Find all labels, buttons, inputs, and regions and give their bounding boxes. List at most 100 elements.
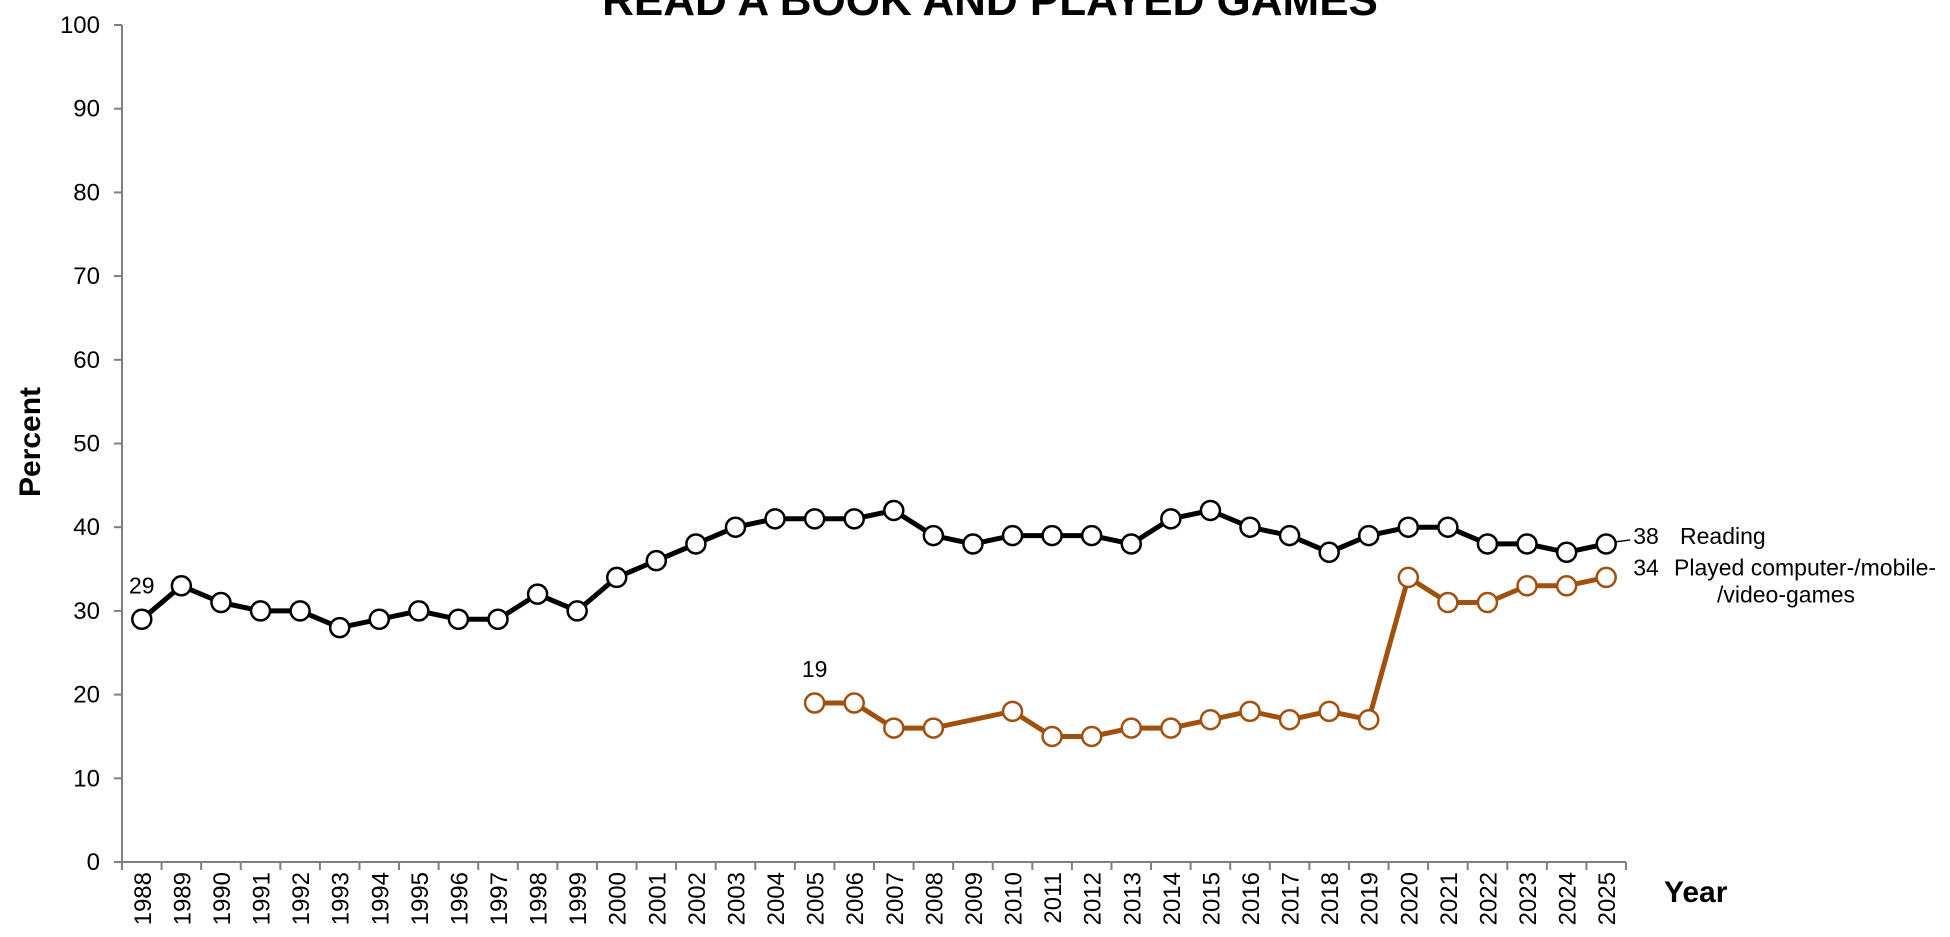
data-point <box>724 516 747 538</box>
data-point <box>487 608 509 631</box>
y-tick-label: 0 <box>87 849 100 876</box>
end-value-label: 34 <box>1633 554 1659 580</box>
y-tick-label: 90 <box>73 96 100 123</box>
x-tick-label: 2013 <box>1119 872 1146 925</box>
data-point <box>1001 700 1024 723</box>
axes: 0 10 20 30 40 50 60 70 80 90 100 1988 1989 1990 1991 19… <box>60 12 1627 925</box>
labels-layer: 38 Reading 34 19 Played computer-/mobile-/vi… <box>129 523 1936 682</box>
data-point <box>368 608 391 631</box>
data-point <box>1160 717 1182 739</box>
x-tick-label: 2024 <box>1555 872 1582 925</box>
data-point <box>1516 533 1538 555</box>
y-tick-label: 70 <box>73 263 100 290</box>
data-point <box>843 508 865 530</box>
data-point <box>803 508 826 530</box>
x-tick-label: 2002 <box>684 872 711 925</box>
series-layer <box>131 499 1617 748</box>
x-tick-label: 2006 <box>842 872 869 925</box>
y-tick-label: 80 <box>73 179 100 206</box>
data-point <box>803 692 826 714</box>
series-label: Played computer-/mobile- <box>1674 554 1936 580</box>
data-point <box>1120 533 1143 555</box>
data-point <box>1318 541 1340 564</box>
x-tick-label: 2019 <box>1357 872 1384 925</box>
series-0 <box>131 499 1617 639</box>
x-tick-label: 2025 <box>1594 872 1621 925</box>
data-point <box>289 600 311 622</box>
x-axis-title: Year <box>1664 876 1728 909</box>
chart-title: READ A BOOK AND PLAYED GAMES <box>602 0 1378 25</box>
data-point <box>1041 524 1063 547</box>
series-label: /video-games <box>1717 581 1855 607</box>
data-point <box>1318 700 1340 723</box>
x-tick-label: 2005 <box>803 872 830 925</box>
data-point <box>131 608 153 631</box>
data-point <box>1080 524 1103 547</box>
data-point <box>1239 516 1261 538</box>
x-tick-label: 2018 <box>1317 872 1344 925</box>
x-tick-label: 2016 <box>1238 872 1265 925</box>
y-tick-label: 30 <box>73 598 100 625</box>
data-point <box>1476 591 1499 614</box>
data-point <box>249 600 272 622</box>
x-tick-label: 2007 <box>882 872 909 925</box>
x-tick-label: 2001 <box>644 872 671 925</box>
data-point <box>210 591 232 614</box>
y-tick-label: 10 <box>73 765 100 792</box>
data-point <box>1080 725 1103 748</box>
data-point <box>1199 708 1222 731</box>
data-point <box>922 524 945 547</box>
x-tick-label: 2010 <box>1001 872 1028 925</box>
x-tick-label: 1998 <box>526 872 553 925</box>
data-point <box>1595 533 1617 555</box>
x-tick-label: 1996 <box>446 872 473 925</box>
x-tick-label: 1989 <box>169 872 196 925</box>
x-tick-label: 2020 <box>1396 872 1423 925</box>
x-tick-label: 2023 <box>1515 872 1542 925</box>
data-point <box>566 600 588 622</box>
data-point <box>1476 533 1499 555</box>
x-tick-label: 1990 <box>209 872 236 925</box>
data-point <box>1595 566 1617 589</box>
data-point <box>605 566 628 589</box>
data-point <box>922 717 945 739</box>
data-point <box>645 549 668 572</box>
x-tick-label: 2015 <box>1198 872 1225 925</box>
data-point <box>328 616 351 639</box>
x-tick-label: 2008 <box>921 872 948 925</box>
data-point <box>1357 708 1380 731</box>
data-point <box>1239 700 1261 723</box>
y-tick-label: 40 <box>73 514 100 541</box>
data-point <box>1041 725 1063 748</box>
data-point <box>1278 524 1301 547</box>
data-point <box>1357 524 1380 547</box>
data-point <box>962 533 984 555</box>
series-line <box>140 508 1607 631</box>
y-axis-title: Percent <box>14 387 47 497</box>
x-tick-label: 2022 <box>1475 872 1502 925</box>
y-tick-label: 20 <box>73 682 100 709</box>
data-point <box>1555 541 1578 564</box>
leader-line <box>1615 539 1631 543</box>
y-tick-label: 100 <box>60 12 100 39</box>
point-annotation: 29 <box>129 572 155 598</box>
data-point <box>1199 499 1222 522</box>
data-point <box>1397 566 1420 589</box>
x-tick-label: 2021 <box>1436 872 1463 925</box>
end-value-label: 38 <box>1633 523 1659 549</box>
x-tick-label: 2012 <box>1080 872 1107 925</box>
data-point <box>526 583 549 605</box>
x-tick-label: 1995 <box>407 872 434 925</box>
data-point <box>1160 508 1182 530</box>
data-point <box>447 608 470 631</box>
data-point <box>883 499 905 522</box>
x-tick-label: 2003 <box>723 872 750 925</box>
data-point <box>1120 717 1143 739</box>
data-point <box>408 600 430 622</box>
x-tick-label: 2009 <box>961 872 988 925</box>
x-tick-label: 2004 <box>763 872 790 925</box>
data-point <box>1555 575 1578 597</box>
data-point <box>685 533 707 555</box>
data-point <box>1437 591 1459 614</box>
